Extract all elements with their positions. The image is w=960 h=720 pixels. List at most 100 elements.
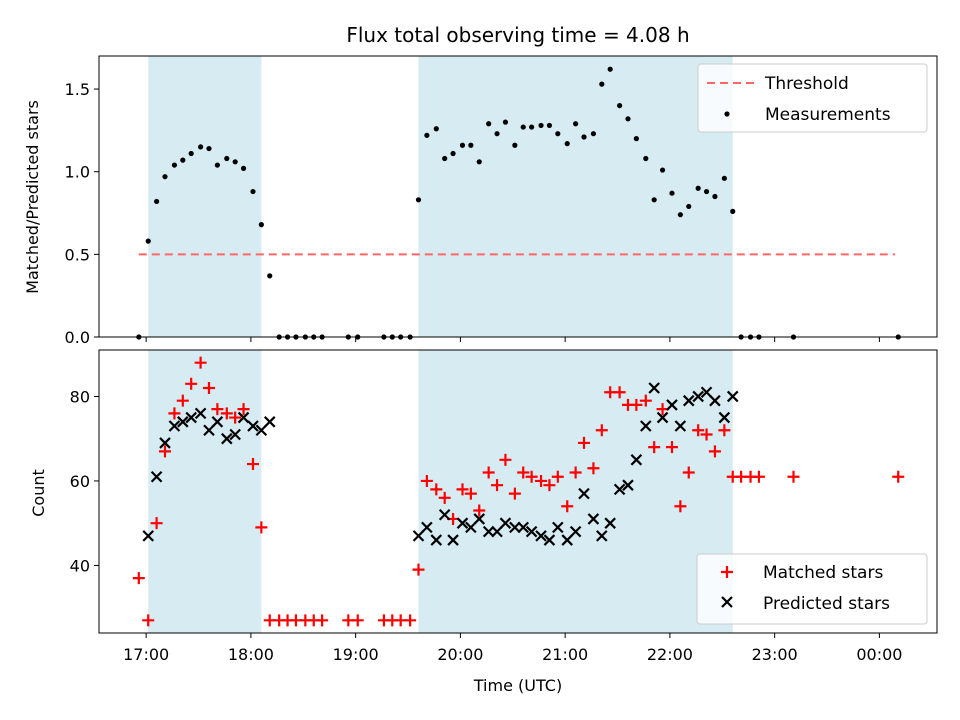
- matched-star-marker: [142, 614, 155, 627]
- matched-star-marker: [194, 356, 207, 369]
- measurement-point: [520, 124, 526, 130]
- count-x-ticks: 17:00 18:00 19:00 20:00 21:00 22:00 23:00 00:00: [123, 633, 902, 664]
- predicted-star-marker: [525, 525, 538, 538]
- matched-star-marker: [158, 445, 171, 458]
- measurement-point: [468, 142, 474, 148]
- matched-star-marker: [132, 572, 145, 585]
- measurement-point: [617, 102, 623, 109]
- predicted-star-marker: [709, 394, 721, 407]
- matched-star-marker: [692, 424, 705, 437]
- matched-star-marker: [517, 466, 530, 479]
- ratio-y-tick-label: 1.0: [65, 163, 90, 182]
- predicted-star-marker: [552, 521, 564, 534]
- matched-star-marker: [438, 491, 451, 504]
- x-tick-label: 20:00: [437, 645, 483, 664]
- count-y-tick-label: 60: [70, 472, 90, 491]
- predicted-star-marker: [718, 411, 731, 424]
- x-tick-label: 21:00: [542, 645, 588, 664]
- predicted-star-marker: [604, 517, 616, 529]
- predicted-star-marker: [569, 525, 582, 538]
- measurement-point: [433, 126, 439, 132]
- measurement-point: [659, 167, 666, 173]
- matched-star-marker: [561, 500, 574, 513]
- measurement-point: [224, 155, 230, 162]
- predicted-star-marker: [211, 416, 224, 428]
- measurement-point: [669, 190, 675, 196]
- measurement-point: [555, 131, 561, 137]
- ratio-y-ticks: 0.0 0.5 1.0 1.5: [65, 80, 99, 347]
- matched-star-marker: [220, 407, 233, 420]
- matched-star-marker: [482, 466, 495, 479]
- x-tick-label: 22:00: [647, 645, 693, 664]
- matched-star-marker: [543, 479, 556, 492]
- predicted-star-marker: [229, 428, 241, 441]
- predicted-star-marker: [613, 483, 626, 496]
- predicted-star-marker: [700, 386, 713, 399]
- matched-star-marker: [202, 382, 215, 395]
- legend-measurements-swatch: [724, 111, 730, 117]
- measurement-point: [538, 122, 544, 129]
- measurement-point: [643, 155, 649, 162]
- matched-star-marker: [525, 470, 538, 483]
- measurement-point: [486, 121, 492, 127]
- predicted-star-marker: [421, 521, 433, 534]
- predicted-star-marker: [430, 534, 443, 546]
- matched-star-marker: [491, 479, 504, 492]
- matched-star-marker: [665, 441, 678, 454]
- predicted-star-marker: [640, 420, 652, 432]
- predicted-star-marker: [142, 530, 155, 542]
- measurement-point: [625, 116, 631, 122]
- matched-star-marker: [535, 474, 548, 487]
- predicted-star-marker: [648, 382, 660, 394]
- matched-star-marker: [674, 500, 687, 513]
- measurement-point: [171, 162, 178, 168]
- ratio-panel-frame: [98, 55, 938, 338]
- measurement-point: [695, 185, 701, 191]
- ratio-legend: Threshold Measurements: [697, 63, 928, 133]
- matched-star-marker: [708, 445, 721, 458]
- matched-star-marker: [420, 474, 433, 487]
- predicted-star-marker: [499, 517, 512, 529]
- ratio-y-tick-label: 0.5: [65, 245, 90, 264]
- measurement-point: [512, 142, 518, 148]
- ratio-shaded-intervals: [148, 56, 733, 337]
- predicted-star-marker: [674, 420, 687, 432]
- x-tick-label: 18:00: [228, 645, 274, 664]
- x-tick-label: 17:00: [123, 645, 169, 664]
- measurement-point: [564, 141, 570, 147]
- ratio-shade-0: [148, 56, 262, 337]
- predicted-star-marker: [263, 416, 276, 428]
- predicted-star-marker: [237, 411, 250, 424]
- measurement-point: [240, 165, 247, 171]
- predicted-star-marker: [622, 479, 634, 491]
- matched-star-marker: [613, 386, 626, 399]
- matched-star-marker: [229, 411, 242, 424]
- predicted-star-marker: [438, 508, 451, 521]
- predicted-star-marker: [630, 454, 643, 466]
- count-y-tick-label: 80: [70, 387, 90, 406]
- measurement-point: [232, 159, 238, 165]
- matched-star-marker: [630, 398, 643, 411]
- predicted-star-marker: [692, 390, 704, 403]
- predicted-star-marker: [666, 399, 678, 411]
- matched-star-marker: [639, 394, 652, 407]
- matched-star-marker: [595, 424, 608, 437]
- ratio-shade-1: [418, 56, 733, 337]
- measurement-point: [424, 132, 430, 138]
- measurement-point: [651, 197, 657, 203]
- measurement-point: [459, 142, 466, 148]
- legend-threshold-label: Threshold: [764, 74, 849, 94]
- predicted-star-marker: [587, 513, 600, 525]
- measurement-point: [730, 208, 736, 214]
- count-y-axis-label: Count: [29, 469, 48, 517]
- count-y-ticks: 40 60 80: [70, 387, 99, 575]
- predicted-star-marker: [543, 534, 556, 546]
- predicted-star-marker: [656, 411, 669, 424]
- predicted-star-marker: [203, 424, 215, 437]
- legend-matched-label: Matched stars: [763, 563, 883, 583]
- predicted-star-marker: [447, 534, 459, 546]
- predicted-star-marker: [221, 432, 233, 445]
- measurement-point: [154, 198, 160, 205]
- matched-star-marker: [237, 403, 250, 416]
- measurement-point: [145, 238, 151, 244]
